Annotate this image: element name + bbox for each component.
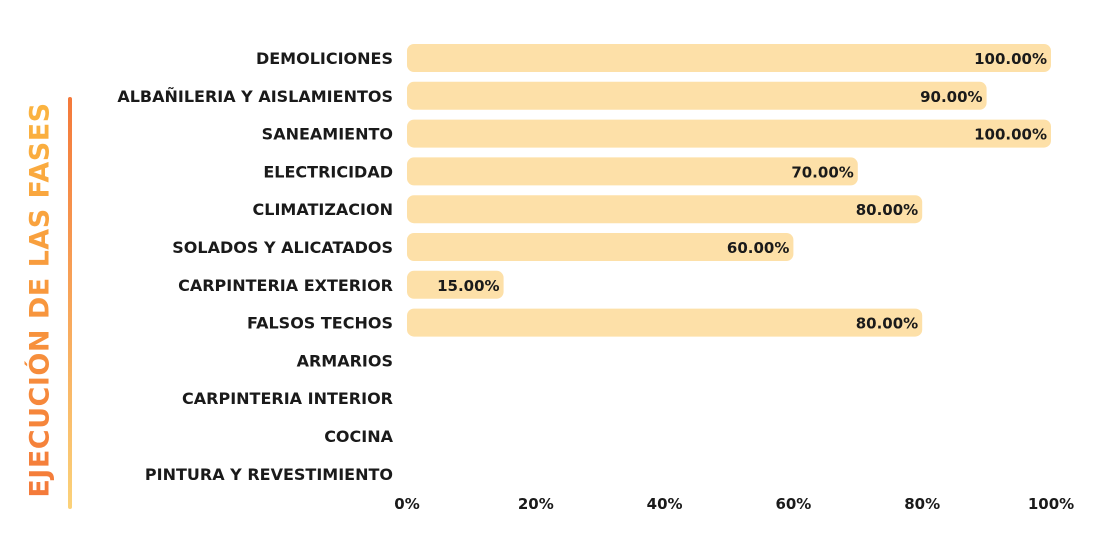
x-tick-label: 0%	[394, 495, 419, 513]
x-tick-label: 100%	[1028, 495, 1074, 513]
bar	[407, 44, 1051, 72]
category-label: COCINA	[324, 427, 393, 446]
category-label: SOLADOS Y ALICATADOS	[172, 238, 393, 257]
bar	[407, 270, 504, 299]
category-label: FALSOS TECHOS	[247, 314, 393, 333]
bar	[407, 119, 1051, 148]
x-tick-label: 60%	[775, 495, 811, 513]
data-label: 100.00%	[974, 126, 1047, 144]
category-label: CARPINTERIA INTERIOR	[182, 389, 393, 408]
data-label: 60.00%	[727, 239, 789, 257]
category-label: ALBAÑILERIA Y AISLAMIENTOS	[117, 87, 393, 106]
category-label: DEMOLICIONES	[256, 49, 393, 68]
data-label: 90.00%	[920, 88, 982, 106]
bar	[407, 233, 794, 261]
category-label: PINTURA Y REVESTIMIENTO	[145, 465, 393, 484]
category-label: ARMARIOS	[297, 351, 393, 370]
x-tick-label: 40%	[647, 495, 683, 513]
x-tick-label: 20%	[518, 495, 554, 513]
title-rule	[68, 97, 72, 509]
x-tick-label: 80%	[904, 495, 940, 513]
bar	[407, 195, 923, 224]
bar	[407, 157, 858, 186]
data-label: 80.00%	[856, 315, 918, 333]
data-label: 80.00%	[856, 201, 918, 219]
data-label: 100.00%	[974, 50, 1047, 68]
bar	[407, 81, 987, 110]
data-label: 15.00%	[437, 277, 499, 295]
category-label: ELECTRICIDAD	[263, 162, 393, 181]
bar	[407, 308, 923, 337]
category-label: CLIMATIZACION	[253, 200, 394, 219]
category-label: CARPINTERIA EXTERIOR	[178, 276, 393, 295]
data-label: 70.00%	[791, 163, 853, 181]
category-label: SANEAMIENTO	[262, 125, 393, 144]
